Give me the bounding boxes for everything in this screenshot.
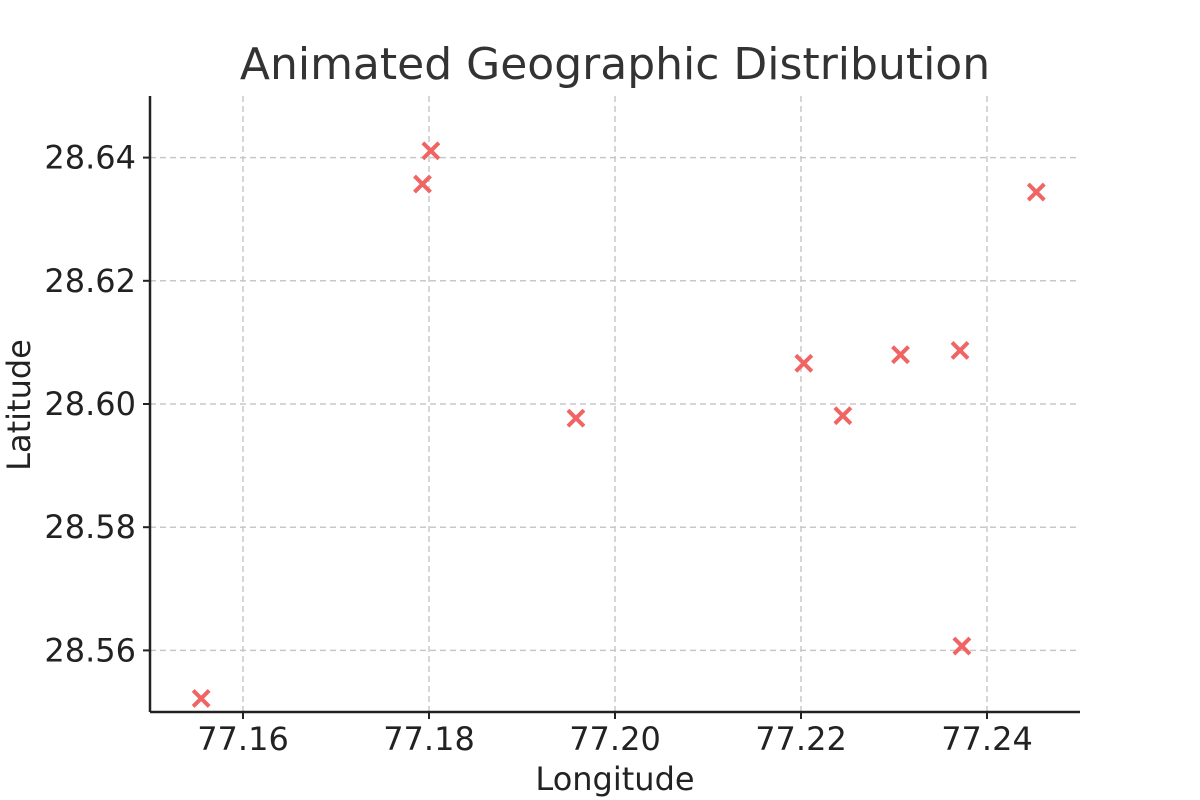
marker-stroke [952,636,972,656]
grid-lines [150,96,1080,712]
data-point-x-marker [1026,182,1046,202]
y-tick-label: 28.62 [44,262,136,300]
x-axis-label: Longitude [535,760,694,798]
x-tick-label: 77.22 [755,720,847,758]
x-tick-label: 77.16 [197,720,289,758]
data-point-x-marker [566,408,586,428]
x-tick-label: 77.24 [941,720,1033,758]
data-points [191,141,1046,708]
y-tick-label: 28.60 [44,385,136,423]
marker-stroke [566,408,586,428]
x-tick-label: 77.20 [569,720,661,758]
marker-stroke [421,141,441,161]
y-tick-label: 28.64 [44,139,136,177]
data-point-x-marker [952,636,972,656]
marker-stroke [950,340,970,360]
y-tick-label: 28.58 [44,508,136,546]
marker-stroke [1026,182,1046,202]
marker-stroke [191,689,211,708]
marker-stroke [833,406,853,426]
chart-title: Animated Geographic Distribution [240,39,990,90]
data-point-x-marker [191,689,211,708]
x-tick-label: 77.18 [383,720,475,758]
data-point-x-marker [421,141,441,161]
axis-ticks: 77.16 77.18 77.20 77.22 77.24 28.56 28.58 28.60… [44,139,1032,758]
marker-stroke [891,345,910,365]
data-point-x-marker [891,345,910,365]
data-point-x-marker [833,406,853,426]
data-point-x-marker [794,353,814,373]
marker-stroke [413,174,432,194]
data-point-x-marker [413,174,432,194]
data-point-x-marker [950,340,970,360]
y-tick-label: 28.56 [44,631,136,669]
marker-stroke [794,353,814,373]
y-axis-label: Latitude [0,339,38,471]
